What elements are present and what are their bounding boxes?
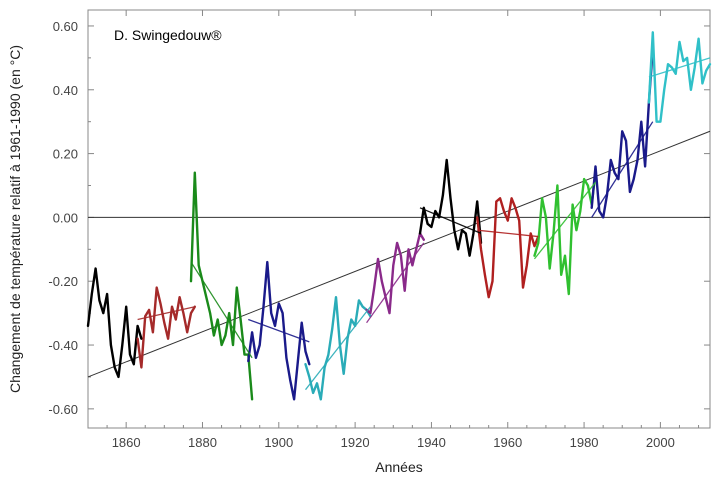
- series-layer: [86, 31, 712, 401]
- y-tick-label: 0.00: [53, 210, 78, 225]
- series-segment-6: [365, 232, 425, 315]
- y-axis-title: Changement de température relatif à 1961…: [7, 45, 23, 393]
- series-segment-3: [189, 171, 254, 401]
- series-segment-8: [476, 197, 540, 299]
- y-tick-label: 0.60: [53, 19, 78, 34]
- series-segment-5: [304, 296, 372, 401]
- overall-trend-line: [87, 130, 711, 378]
- series-segment-9: [533, 171, 597, 296]
- segment-trend-layer: [137, 57, 711, 391]
- y-tick-label: 0.40: [53, 83, 78, 98]
- segment-trend-3: [190, 261, 253, 359]
- segment-trend-6: [366, 242, 425, 324]
- x-tick-label: 1920: [341, 435, 370, 450]
- series-segment-2: [136, 286, 196, 369]
- tick-layer: 1860 1880 1900 1920 1940 1960 1980 2000 0.60 0.40…: [48, 10, 710, 450]
- x-tick-label: 2000: [646, 435, 675, 450]
- credit-label: D. Swingedouw®: [114, 27, 222, 43]
- y-tick-label: -0.20: [48, 274, 78, 289]
- x-tick-label: 1980: [570, 435, 599, 450]
- x-tick-label: 1880: [188, 435, 217, 450]
- segment-trend-5: [304, 306, 371, 391]
- segment-trend-8: [477, 229, 539, 238]
- x-tick-label: 1960: [493, 435, 522, 450]
- x-tick-label: 1940: [417, 435, 446, 450]
- segment-trend-2: [137, 306, 195, 321]
- segment-trend-9: [533, 181, 597, 260]
- x-tick-label: 1900: [264, 435, 293, 450]
- series-segment-1: [86, 267, 143, 379]
- trend-layer: [87, 130, 711, 378]
- series-segment-11: [647, 31, 712, 123]
- y-tick-label: -0.60: [48, 402, 78, 417]
- segment-trend-11: [648, 57, 711, 78]
- segment-trend-10: [591, 121, 654, 218]
- y-tick-label: -0.40: [48, 338, 78, 353]
- x-tick-label: 1860: [112, 435, 141, 450]
- series-segment-7: [418, 158, 483, 257]
- x-axis-title: Années: [375, 459, 422, 475]
- y-tick-label: 0.20: [53, 147, 78, 162]
- segment-trend-4: [248, 318, 310, 343]
- series-segment-10: [590, 47, 654, 219]
- series-segment-4: [247, 260, 311, 401]
- segment-trend-7: [419, 207, 482, 234]
- plot-frame: [87, 9, 711, 429]
